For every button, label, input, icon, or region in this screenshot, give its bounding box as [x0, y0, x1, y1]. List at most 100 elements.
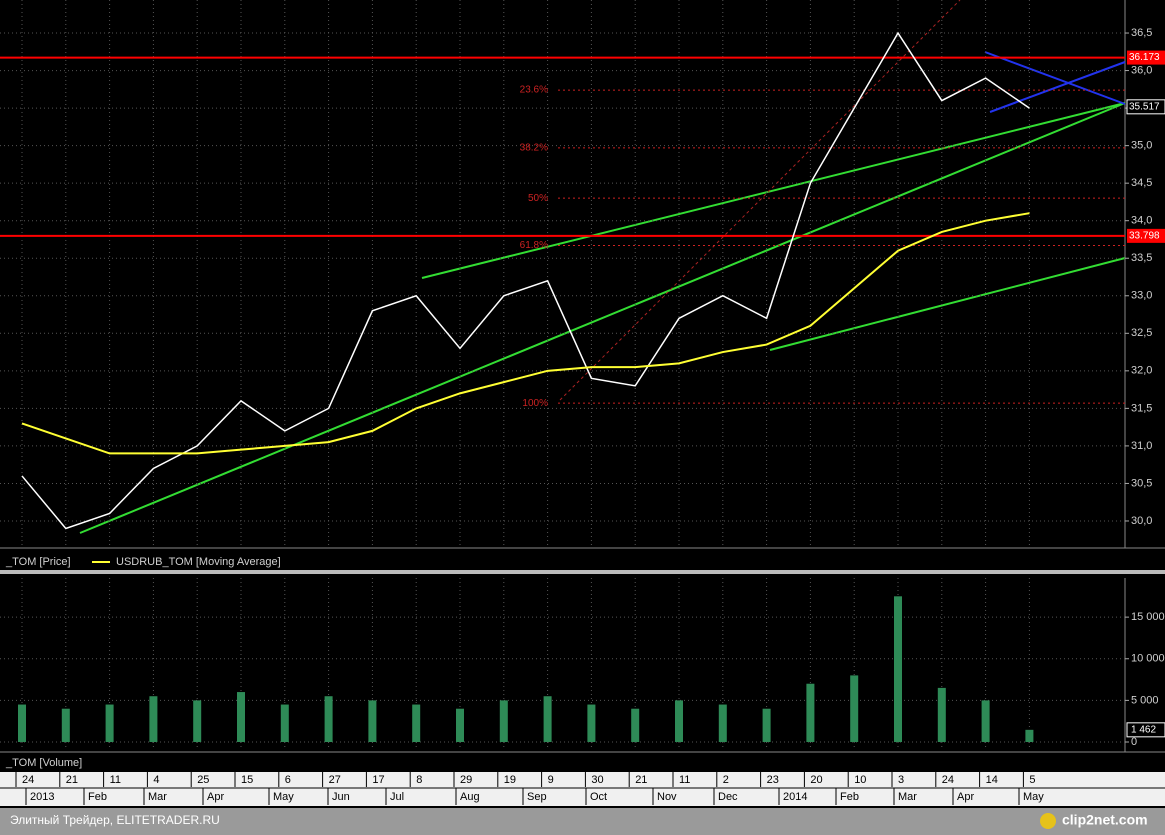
x-tick-label: 24: [942, 774, 954, 786]
x-tick-label: 2: [723, 774, 729, 786]
volume-bar: [193, 700, 202, 743]
footer-logo: clip2net.com: [1062, 812, 1148, 828]
month-label: Jun: [332, 791, 350, 803]
month-label: Mar: [898, 791, 917, 803]
x-tick-label: 27: [329, 774, 341, 786]
volume-bar: [850, 675, 859, 743]
volume-bar: [631, 708, 640, 743]
x-tick-label: 29: [460, 774, 472, 786]
trendlines: [79, 0, 1126, 534]
y-tick-label: 34,0: [1131, 215, 1152, 227]
legend-label: _TOM [Volume]: [5, 757, 82, 769]
x-tick-label: 25: [197, 774, 209, 786]
volume-bar: [675, 700, 683, 743]
level-label: 33.798: [1129, 231, 1160, 242]
last-price-box: [1126, 99, 1165, 115]
month-label: Dec: [718, 791, 738, 803]
x-tick-label: 4: [153, 774, 159, 786]
volume-bar: [368, 700, 377, 743]
level-box: [1127, 228, 1165, 243]
footer-text: Элитный Трейдер, ELITETRADER.RU: [10, 813, 220, 827]
trendline: [421, 102, 1126, 279]
trendline: [79, 102, 1126, 534]
date-axis: [0, 772, 1165, 806]
x-tick-label: 9: [548, 774, 554, 786]
x-tick-label: 8: [416, 774, 422, 786]
month-label: 2013: [30, 791, 54, 803]
x-tick-label: 24: [22, 774, 34, 786]
y-tick-label: 30,0: [1131, 515, 1152, 527]
y-tick-label: 31,5: [1131, 402, 1152, 414]
volume-bar: [456, 708, 464, 743]
y-tick-label: 10 000: [1131, 653, 1165, 665]
x-tick-label: 11: [679, 774, 690, 786]
month-label: Apr: [957, 791, 974, 803]
volume-bar: [105, 704, 114, 743]
x-tick-label: 15: [241, 774, 253, 786]
y-tick-label: 33,0: [1131, 290, 1152, 302]
last-price-label: 35.517: [1129, 101, 1160, 112]
footer-bar: [0, 808, 1165, 835]
volume-bar: [806, 683, 815, 743]
volume-bar: [61, 708, 70, 743]
y-tick-label: 31,0: [1131, 440, 1152, 452]
fib-trend: [559, 0, 961, 401]
x-tick-label: 3: [898, 774, 904, 786]
level-box: [1127, 50, 1165, 65]
y-tick-label: 34,5: [1131, 177, 1152, 189]
y-tick-label: 33,5: [1131, 252, 1152, 264]
y-tick-label: 30,5: [1131, 477, 1152, 489]
logo-icon: [1040, 813, 1056, 829]
x-tick-label: 20: [810, 774, 822, 786]
month-label: Apr: [207, 791, 224, 803]
volume-bar: [324, 696, 333, 743]
y-tick-label: 0: [1131, 736, 1137, 748]
x-tick-label: 19: [504, 774, 516, 786]
volume-bar: [718, 704, 727, 743]
month-label: Mar: [148, 791, 167, 803]
fib-label: 50%: [528, 193, 548, 204]
month-label: Sep: [527, 791, 547, 803]
fib-label: 61.8%: [520, 240, 548, 251]
volume-bar: [543, 696, 552, 743]
volume-bar: [937, 687, 946, 743]
volume-bar: [499, 700, 508, 743]
volume-bar: [412, 704, 421, 743]
x-tick-label: 14: [986, 774, 998, 786]
x-tick-label: 17: [372, 774, 384, 786]
y-tick-label: 32,0: [1131, 365, 1152, 377]
volume-bar: [981, 700, 990, 743]
month-label: Feb: [840, 791, 859, 803]
x-tick-label: 5: [1029, 774, 1035, 786]
y-tick-label: 36,0: [1131, 64, 1152, 76]
x-tick-label: 11: [110, 774, 121, 786]
volume-bar: [18, 704, 26, 743]
month-label: Feb: [88, 791, 107, 803]
y-tick-label: 35,0: [1131, 140, 1152, 152]
volume-bar: [587, 704, 596, 743]
x-tick-label: 30: [591, 774, 603, 786]
separator: [0, 570, 1165, 574]
fib-label: 38.2%: [520, 143, 548, 154]
month-label: May: [273, 791, 294, 803]
triangle-line: [989, 61, 1126, 113]
volume-bar: [762, 708, 771, 743]
last-volume-label: 1 462: [1131, 724, 1156, 735]
month-label: May: [1023, 791, 1044, 803]
y-tick-label: 5 000: [1131, 694, 1159, 706]
level-label: 36.173: [1129, 52, 1160, 63]
volume-bar: [237, 692, 245, 743]
trendline: [769, 257, 1126, 351]
x-tick-label: 21: [635, 774, 647, 786]
month-label: Aug: [460, 791, 480, 803]
y-tick-label: 15 000: [1131, 611, 1165, 623]
x-tick-label: 6: [285, 774, 291, 786]
last-volume-box: [1126, 722, 1165, 738]
legend-label: _TOM [Price]: [5, 556, 71, 568]
month-label: 2014: [783, 791, 807, 803]
triangle-line: [984, 51, 1126, 105]
x-tick-label: 10: [854, 774, 866, 786]
x-tick-label: 23: [767, 774, 779, 786]
